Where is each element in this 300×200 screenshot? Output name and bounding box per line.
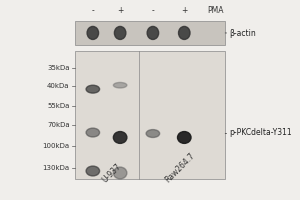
Text: 70kDa: 70kDa	[47, 122, 70, 128]
Text: U-937: U-937	[100, 162, 123, 185]
Ellipse shape	[147, 26, 159, 39]
Ellipse shape	[86, 85, 100, 93]
Text: Raw264.7: Raw264.7	[163, 152, 196, 185]
Ellipse shape	[178, 26, 190, 39]
Text: 55kDa: 55kDa	[47, 103, 70, 109]
Text: +: +	[117, 6, 123, 15]
Bar	[75, 21, 225, 45]
Text: +: +	[181, 6, 188, 15]
Ellipse shape	[87, 26, 99, 39]
Ellipse shape	[146, 130, 160, 137]
Ellipse shape	[114, 26, 126, 39]
Ellipse shape	[178, 132, 191, 143]
Text: 130kDa: 130kDa	[43, 165, 70, 171]
Text: -: -	[152, 6, 154, 15]
Text: β-actin: β-actin	[225, 29, 256, 38]
Text: p-PKCdelta-Y311: p-PKCdelta-Y311	[225, 128, 292, 137]
Text: 35kDa: 35kDa	[47, 65, 70, 71]
Text: -: -	[92, 6, 94, 15]
Ellipse shape	[86, 128, 100, 137]
Bar	[75, 51, 225, 179]
Text: 40kDa: 40kDa	[47, 83, 70, 89]
Ellipse shape	[113, 82, 127, 88]
Text: 100kDa: 100kDa	[43, 143, 70, 149]
Text: PMA: PMA	[208, 6, 224, 15]
Ellipse shape	[86, 166, 100, 176]
Ellipse shape	[113, 132, 127, 143]
Ellipse shape	[113, 167, 127, 179]
